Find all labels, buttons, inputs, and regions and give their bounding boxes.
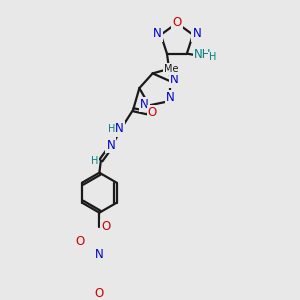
Text: N: N — [166, 91, 175, 104]
Text: H: H — [208, 52, 216, 62]
Text: N: N — [153, 28, 161, 40]
Text: N: N — [193, 28, 201, 40]
Text: O: O — [172, 16, 182, 29]
Text: H: H — [108, 124, 115, 134]
Text: N: N — [95, 248, 104, 261]
Text: H: H — [91, 156, 98, 166]
Text: O: O — [101, 220, 110, 233]
Text: O: O — [76, 236, 85, 248]
Text: O: O — [148, 106, 157, 119]
Text: N: N — [115, 122, 124, 135]
Text: N: N — [170, 74, 179, 86]
Text: O: O — [95, 287, 104, 300]
Text: N: N — [106, 139, 115, 152]
Text: N: N — [140, 98, 149, 111]
Text: NH: NH — [194, 48, 212, 61]
Text: Me: Me — [164, 64, 178, 74]
